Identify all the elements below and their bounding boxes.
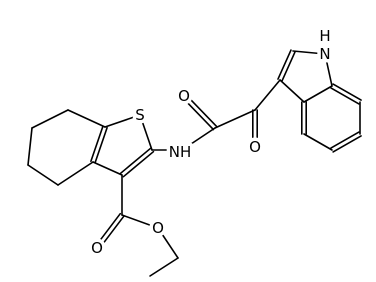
bond-line <box>279 79 305 103</box>
bond-line <box>94 126 108 164</box>
bond-line <box>57 161 94 186</box>
atom-labels: H N O O NH S O O <box>88 24 335 261</box>
atom-label: NH <box>169 143 192 161</box>
atom-label: N <box>319 45 330 63</box>
bond-line <box>97 215 125 251</box>
atom-label: S <box>135 106 145 124</box>
bond-line <box>90 125 104 163</box>
bond-line <box>92 161 123 176</box>
atom-label: O <box>249 138 261 156</box>
atom-label: O <box>152 219 164 237</box>
bond-line <box>27 127 33 166</box>
bond-line <box>104 114 141 128</box>
bond-line <box>31 109 69 129</box>
bond-line <box>121 214 159 229</box>
bond-line <box>157 227 179 259</box>
bond-line <box>149 257 179 277</box>
bond-line <box>94 212 122 248</box>
bond-line <box>330 131 360 149</box>
bond-line <box>214 109 256 129</box>
bond-line <box>277 49 292 80</box>
bond-line <box>139 114 153 151</box>
bonds <box>27 49 362 277</box>
bond-line <box>332 83 362 101</box>
bond-line <box>122 150 155 178</box>
bond-line <box>281 51 296 82</box>
bond-line <box>186 95 218 128</box>
bond-line <box>330 87 360 105</box>
bond-line <box>119 147 152 175</box>
atom-label: O <box>178 87 190 105</box>
bond-line <box>303 133 333 151</box>
bond-line <box>181 127 216 151</box>
bond-line <box>292 50 326 55</box>
bond-line <box>332 135 362 153</box>
bond-line <box>67 109 106 128</box>
bond-line <box>324 53 333 87</box>
bond-line <box>183 98 215 131</box>
bond-line <box>303 85 333 103</box>
atom-label: O <box>91 239 103 257</box>
bond-line <box>27 164 59 186</box>
bond-line <box>254 79 281 111</box>
atom-label: H <box>319 27 330 45</box>
